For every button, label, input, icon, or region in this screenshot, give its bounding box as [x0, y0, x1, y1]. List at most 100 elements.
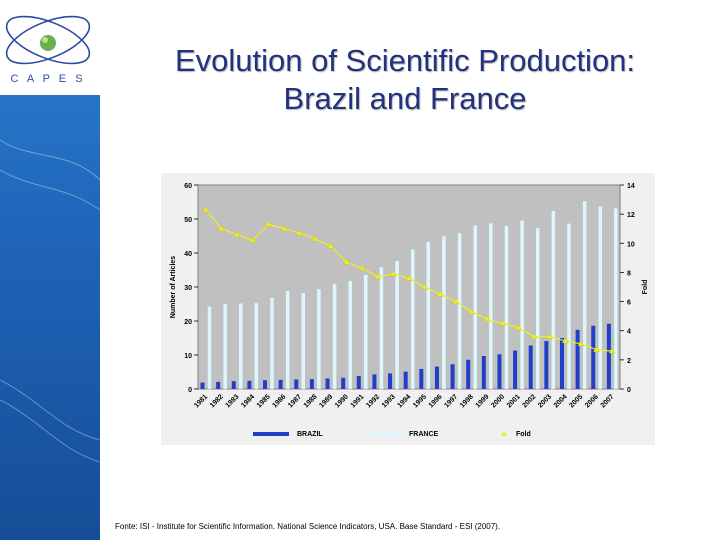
x-tick-label: 1989 — [318, 393, 334, 409]
fold-point — [296, 229, 303, 236]
fold-point — [249, 236, 257, 243]
bar-france — [347, 280, 353, 390]
bar-brazil — [263, 380, 268, 389]
title-line-1: Evolution of Scientific Production: — [174, 43, 636, 78]
bar-france — [598, 205, 603, 390]
right-tick-label: 2 — [627, 358, 631, 365]
y-axis-left-title: Number of Articles — [170, 256, 177, 318]
bar-brazil — [278, 379, 283, 389]
bar-brazil — [559, 338, 564, 389]
legend-swatch-brazil — [253, 432, 289, 436]
bar-france — [535, 227, 540, 390]
bar-france — [488, 222, 494, 390]
fold-point — [311, 235, 319, 242]
bar-france — [301, 292, 306, 390]
bar-brazil — [497, 354, 502, 389]
logo-text: C A P E S — [10, 73, 85, 85]
fold-point — [546, 333, 554, 339]
x-tick-label: 1995 — [412, 393, 428, 409]
bar-france — [504, 225, 509, 390]
left-tick-label: 10 — [184, 353, 192, 360]
bar-brazil — [216, 381, 221, 389]
bar-brazil — [528, 345, 533, 389]
bar-brazil — [341, 377, 346, 389]
bar-brazil — [591, 325, 596, 389]
bar-brazil — [294, 379, 299, 389]
x-tick-label: 1985 — [256, 393, 272, 409]
x-tick-label: 1997 — [443, 393, 459, 409]
x-tick-label: 1990 — [334, 393, 350, 409]
fold-point — [593, 346, 600, 352]
fold-point — [515, 324, 522, 331]
bar-brazil — [544, 341, 549, 389]
chart-container: 0 10 20 30 40 50 60 0 2 4 6 8 10 12 14 Number of Articl… — [161, 173, 655, 445]
bar-brazil — [200, 382, 205, 389]
x-tick-label: 1994 — [396, 393, 412, 409]
fold-point — [483, 315, 491, 322]
x-tick-label: 2002 — [521, 393, 537, 409]
left-tick-label: 50 — [184, 217, 192, 224]
bar-brazil — [388, 373, 393, 389]
x-tick-label: 1982 — [209, 393, 225, 409]
bar-france — [582, 200, 587, 390]
fold-point — [421, 283, 428, 290]
fold-point — [233, 231, 241, 237]
x-tick-label: 1987 — [287, 393, 303, 409]
bar-brazil — [575, 329, 580, 389]
bar-france — [519, 220, 525, 390]
x-tick-label: 2006 — [584, 393, 600, 409]
sidebar-waves — [0, 139, 101, 463]
x-tick-label: 1991 — [350, 393, 366, 409]
fold-point — [499, 320, 507, 326]
left-tick-label: 20 — [184, 319, 192, 326]
fold-point — [405, 274, 413, 281]
bar-france — [316, 288, 322, 390]
fold-point — [530, 333, 538, 339]
bar-france — [379, 266, 384, 390]
x-tick-label: 1986 — [271, 393, 287, 409]
legend-label-fold: Fold — [516, 431, 531, 438]
source-note: Fonte: ISI - Institute for Scientific In… — [115, 522, 501, 531]
fold-point — [436, 290, 444, 297]
fold-point — [374, 273, 382, 280]
x-tick-label: 1996 — [428, 393, 444, 409]
bar-france — [332, 283, 337, 390]
left-tick-label: 40 — [184, 251, 192, 258]
x-tick-label: 2001 — [506, 393, 522, 409]
legend-swatch-france — [371, 432, 407, 436]
bar-france — [285, 290, 290, 390]
bar-brazil — [419, 368, 424, 389]
x-tick-label: 2004 — [553, 393, 569, 409]
bar-france — [426, 241, 431, 390]
bar-france — [254, 302, 259, 390]
fold-point — [468, 308, 475, 314]
chart-svg: 0 10 20 30 40 50 60 0 2 4 6 8 10 12 14 Number of Articl… — [170, 183, 649, 438]
capes-logo: C A P E S — [0, 0, 100, 95]
x-tick-label: 1992 — [365, 393, 381, 409]
x-tick-label: 2003 — [537, 393, 553, 409]
bar-brazil — [606, 323, 611, 389]
bar-brazil — [513, 350, 518, 389]
x-tick-label: 1993 — [381, 393, 397, 409]
fold-point — [264, 220, 272, 227]
fold-point — [390, 270, 397, 277]
x-tick-label: 1988 — [303, 393, 319, 409]
bar-france — [457, 232, 462, 390]
x-tick-label: 1981 — [193, 393, 209, 409]
bar-france — [207, 306, 212, 390]
left-tick-label: 60 — [184, 183, 192, 190]
bar-france — [363, 274, 368, 390]
bar-brazil — [403, 371, 408, 389]
right-tick-label: 8 — [627, 270, 631, 277]
bar-france — [566, 223, 572, 390]
legend-label-brazil: BRAZIL — [297, 431, 323, 438]
fold-point — [577, 340, 585, 347]
fold-point — [280, 225, 288, 231]
bar-france — [238, 303, 243, 390]
bar-brazil — [325, 378, 330, 389]
x-tick-label: 1983 — [225, 393, 241, 409]
x-tick-label: 2007 — [600, 393, 616, 409]
fold-point — [358, 264, 366, 271]
fold-point — [218, 225, 225, 231]
right-tick-label: 6 — [627, 300, 631, 307]
